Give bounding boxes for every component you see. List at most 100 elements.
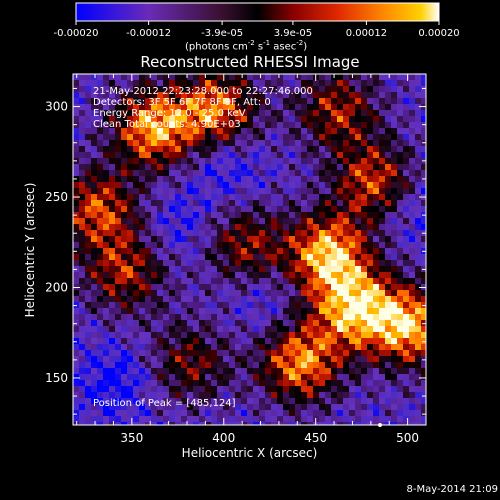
heatmap-cell <box>403 422 409 425</box>
heatmap-cell <box>337 410 343 416</box>
heatmap-cell <box>157 164 163 170</box>
heatmap-cell <box>283 92 289 98</box>
heatmap-cell <box>385 314 391 320</box>
heatmap-cell <box>403 194 409 200</box>
heatmap-cell <box>97 158 103 164</box>
heatmap-cell <box>163 170 169 176</box>
heatmap-cell <box>133 170 139 176</box>
heatmap-cell <box>307 392 313 398</box>
heatmap-cell <box>115 236 121 242</box>
heatmap-cell <box>277 98 283 104</box>
heatmap-cell <box>265 386 271 392</box>
heatmap-cell <box>157 236 163 242</box>
heatmap-cell <box>349 404 355 410</box>
heatmap-cell <box>199 236 205 242</box>
annotation-detectors: Detectors: 3F 5F 6F 7F 8F 9F, Att: 0 <box>93 97 271 108</box>
heatmap-cell <box>205 206 211 212</box>
heatmap-cell <box>145 386 151 392</box>
heatmap-cell <box>109 422 115 425</box>
heatmap-cell <box>121 158 127 164</box>
heatmap-cell <box>277 80 283 86</box>
heatmap-cell <box>397 302 403 308</box>
heatmap-cell <box>403 80 409 86</box>
heatmap-cell <box>391 212 397 218</box>
heatmap-cell <box>415 128 421 134</box>
heatmap-cell <box>139 284 145 290</box>
heatmap-cell <box>229 416 235 422</box>
heatmap-cell <box>313 224 319 230</box>
heatmap-cell <box>199 86 205 92</box>
heatmap-cell <box>271 74 277 80</box>
heatmap-cell <box>283 98 289 104</box>
heatmap-cell <box>259 164 265 170</box>
heatmap-cell <box>325 164 331 170</box>
heatmap-cell <box>193 218 199 224</box>
heatmap-cell <box>73 320 79 326</box>
heatmap-cell <box>289 266 295 272</box>
heatmap-cell <box>181 266 187 272</box>
heatmap-cell <box>133 272 139 278</box>
heatmap-cell <box>397 272 403 278</box>
heatmap-cell <box>319 374 325 380</box>
heatmap-cell <box>187 158 193 164</box>
heatmap-cell <box>169 290 175 296</box>
heatmap-cell <box>73 416 79 422</box>
heatmap-cell <box>85 182 91 188</box>
heatmap-cell <box>91 356 97 362</box>
heatmap-cell <box>115 104 121 110</box>
heatmap-cell <box>361 254 367 260</box>
heatmap-cell <box>85 176 91 182</box>
heatmap-cell <box>337 116 343 122</box>
heatmap-cell <box>361 404 367 410</box>
heatmap-cell <box>223 140 229 146</box>
heatmap-cell <box>253 98 259 104</box>
colorbar-tick-label: 0.00020 <box>418 28 459 39</box>
heatmap-cell <box>187 122 193 128</box>
heatmap-cell <box>409 92 415 98</box>
heatmap-cell <box>121 86 127 92</box>
heatmap-cell <box>145 152 151 158</box>
heatmap-cell <box>229 344 235 350</box>
heatmap-cell <box>133 332 139 338</box>
heatmap-cell <box>145 398 151 404</box>
heatmap-cell <box>145 236 151 242</box>
heatmap-cell <box>169 332 175 338</box>
heatmap-cell <box>139 326 145 332</box>
heatmap-cell <box>349 254 355 260</box>
heatmap-cell <box>265 350 271 356</box>
heatmap-cell <box>265 308 271 314</box>
heatmap-cell <box>391 356 397 362</box>
heatmap-cell <box>331 152 337 158</box>
heatmap-cell <box>319 380 325 386</box>
heatmap-cell <box>379 272 385 278</box>
heatmap-cell <box>229 152 235 158</box>
heatmap-cell <box>319 158 325 164</box>
heatmap-cell <box>283 206 289 212</box>
heatmap-cell <box>97 404 103 410</box>
heatmap-cell <box>259 146 265 152</box>
heatmap-cell <box>253 410 259 416</box>
heatmap-cell <box>145 86 151 92</box>
heatmap-cell <box>409 362 415 368</box>
heatmap-cell <box>313 86 319 92</box>
heatmap-cell <box>229 278 235 284</box>
heatmap-cell <box>133 104 139 110</box>
heatmap-cell <box>367 188 373 194</box>
heatmap-cell <box>385 302 391 308</box>
heatmap-cell <box>361 386 367 392</box>
heatmap-cell <box>385 212 391 218</box>
heatmap-cell <box>181 152 187 158</box>
heatmap-cell <box>79 272 85 278</box>
heatmap-cell <box>277 296 283 302</box>
heatmap-cell <box>313 392 319 398</box>
heatmap-cell <box>385 194 391 200</box>
heatmap-cell <box>283 314 289 320</box>
heatmap-cell <box>421 338 426 344</box>
heatmap-cell <box>109 158 115 164</box>
heatmap-cell <box>133 224 139 230</box>
heatmap-cell <box>385 422 391 425</box>
heatmap-cell <box>373 242 379 248</box>
heatmap-cell <box>211 146 217 152</box>
heatmap-cell <box>391 158 397 164</box>
heatmap-cell <box>235 164 241 170</box>
